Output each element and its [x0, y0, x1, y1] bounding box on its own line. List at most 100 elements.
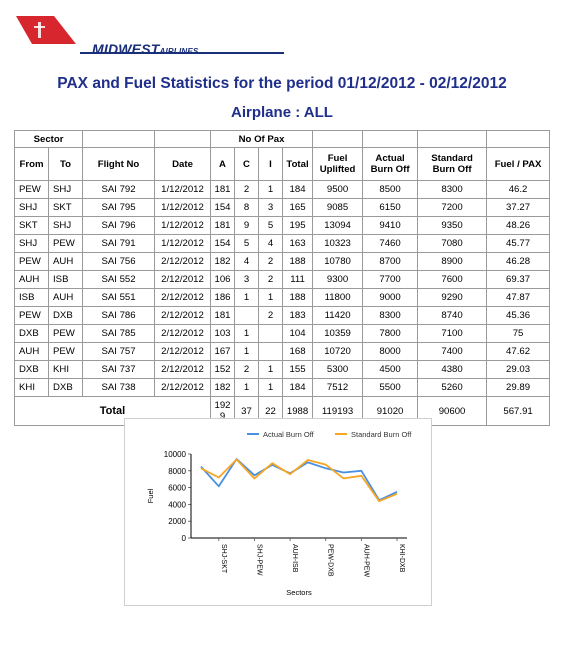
cell-date: 1/12/2012: [154, 198, 212, 217]
cell-actual-burn-off: 8700: [362, 252, 419, 271]
cell-standard-burn-off: 7600: [417, 270, 488, 289]
cell-to: PEW: [47, 342, 84, 361]
table-row: AUH PEW SAI 757 2/12/2012 167 1 168 10720 8000 74…: [14, 342, 551, 361]
cell-pax-total: 184: [282, 378, 314, 397]
cell-flight-no: SAI 737: [82, 360, 156, 379]
col-header-flight-no: Flight No: [82, 147, 156, 181]
cell-flight-no: SAI 551: [82, 288, 156, 307]
cell-actual-burn-off: 8000: [362, 342, 419, 361]
cell-pax-total: 165: [282, 198, 314, 217]
cell-fuel-per-pax: 75: [486, 324, 551, 343]
cell-actual-burn-off: 8500: [362, 180, 419, 199]
cell-pax-i: [258, 342, 284, 361]
group-header-empty: [154, 130, 212, 148]
airline-tail-icon: [16, 16, 76, 44]
cell-fuel-per-pax: 46.2: [486, 180, 551, 199]
group-header-empty: [362, 130, 419, 148]
table-row: AUH ISB SAI 552 2/12/2012 106 3 2 111 9300 7700 76…: [14, 270, 551, 289]
cell-date: 2/12/2012: [154, 252, 212, 271]
cell-actual-burn-off: 7800: [362, 324, 419, 343]
cell-pax-total: 111: [282, 270, 314, 289]
cell-standard-burn-off: 9290: [417, 288, 488, 307]
cell-fuel-per-pax: 29.03: [486, 360, 551, 379]
cell-fuel-per-pax: 37.27: [486, 198, 551, 217]
cell-fuel-uplifted: 9300: [312, 270, 364, 289]
cell-from: PEW: [14, 180, 49, 199]
cell-from: DXB: [14, 324, 49, 343]
y-tick-label: 6000: [168, 484, 186, 493]
cell-pax-c: [234, 306, 260, 325]
table-row: KHI DXB SAI 738 2/12/2012 182 1 1 184 7512 5500 52…: [14, 378, 551, 397]
cell-pax-c: 1: [234, 378, 260, 397]
cell-actual-burn-off: 4500: [362, 360, 419, 379]
cell-pax-c: 2: [234, 360, 260, 379]
cell-pax-a: 181: [210, 180, 236, 199]
col-header-to: To: [47, 147, 84, 181]
fuel-statistics-table: Sector No Of Pax From To Flight No Date …: [13, 130, 551, 426]
cell-flight-no: SAI 552: [82, 270, 156, 289]
cell-actual-burn-off: 7700: [362, 270, 419, 289]
cell-pax-a: 182: [210, 252, 236, 271]
cell-fuel-uplifted: 9500: [312, 180, 364, 199]
cell-from: PEW: [14, 252, 49, 271]
cell-flight-no: SAI 785: [82, 324, 156, 343]
legend-label: Standard Burn Off: [351, 430, 412, 439]
table-row: ISB AUH SAI 551 2/12/2012 186 1 1 188 11800 9000 9…: [14, 288, 551, 307]
cell-standard-burn-off: 4380: [417, 360, 488, 379]
cell-from: AUH: [14, 342, 49, 361]
cell-pax-c: 4: [234, 252, 260, 271]
cell-fuel-uplifted: 10359: [312, 324, 364, 343]
cell-fuel-uplifted: 13094: [312, 216, 364, 235]
cell-from: AUH: [14, 270, 49, 289]
cell-pax-a: 103: [210, 324, 236, 343]
cell-flight-no: SAI 796: [82, 216, 156, 235]
cell-fuel-per-pax: 47.62: [486, 342, 551, 361]
x-tick-label: AUH-PEW: [362, 544, 369, 577]
cell-pax-total: 184: [282, 180, 314, 199]
cell-pax-c: 1: [234, 288, 260, 307]
cell-from: ISB: [14, 288, 49, 307]
cell-to: KHI: [47, 360, 84, 379]
cell-pax-i: 1: [258, 180, 284, 199]
y-axis-title: Fuel: [146, 488, 155, 503]
cell-standard-burn-off: 7080: [417, 234, 488, 253]
legend-label: Actual Burn Off: [263, 430, 315, 439]
burn-off-chart: Actual Burn Off Standard Burn Off 0 2000 40…: [124, 418, 432, 606]
cell-pax-c: 2: [234, 180, 260, 199]
cell-fuel-uplifted: 11420: [312, 306, 364, 325]
cell-flight-no: SAI 756: [82, 252, 156, 271]
group-header-empty: [417, 130, 488, 148]
cell-to: PEW: [47, 324, 84, 343]
cell-from: SHJ: [14, 234, 49, 253]
cell-flight-no: SAI 738: [82, 378, 156, 397]
cell-flight-no: SAI 795: [82, 198, 156, 217]
cell-pax-c: 3: [234, 270, 260, 289]
cell-pax-i: 3: [258, 198, 284, 217]
cell-date: 2/12/2012: [154, 306, 212, 325]
cell-date: 2/12/2012: [154, 378, 212, 397]
cell-to: SHJ: [47, 180, 84, 199]
table-row: SHJ PEW SAI 791 1/12/2012 154 5 4 163 10323 7460 7…: [14, 234, 551, 253]
y-tick-label: 4000: [168, 500, 186, 509]
cell-pax-total: 183: [282, 306, 314, 325]
x-tick-label: AUH-ISB: [291, 544, 298, 573]
cell-pax-i: 5: [258, 216, 284, 235]
x-tick-label: KHI-DXB: [398, 544, 405, 573]
cell-fuel-uplifted: 10780: [312, 252, 364, 271]
group-header-no-of-pax: No Of Pax: [210, 130, 314, 148]
cell-to: SKT: [47, 198, 84, 217]
cell-standard-burn-off: 8300: [417, 180, 488, 199]
table-row: SHJ SKT SAI 795 1/12/2012 154 8 3 165 9085 6150 72…: [14, 198, 551, 217]
cell-pax-c: 5: [234, 234, 260, 253]
x-axis-title: Sectors: [286, 588, 312, 597]
x-tick-label: SHJ-SKT: [220, 544, 227, 574]
col-header-from: From: [14, 147, 49, 181]
table-row: DXB KHI SAI 737 2/12/2012 152 2 1 155 5300 4500 43…: [14, 360, 551, 379]
cell-standard-burn-off: 9350: [417, 216, 488, 235]
cell-flight-no: SAI 786: [82, 306, 156, 325]
cell-standard-burn-off: 7100: [417, 324, 488, 343]
col-header-total: Total: [282, 147, 314, 181]
cell-actual-burn-off: 5500: [362, 378, 419, 397]
cell-actual-burn-off: 9000: [362, 288, 419, 307]
cell-pax-i: 1: [258, 360, 284, 379]
